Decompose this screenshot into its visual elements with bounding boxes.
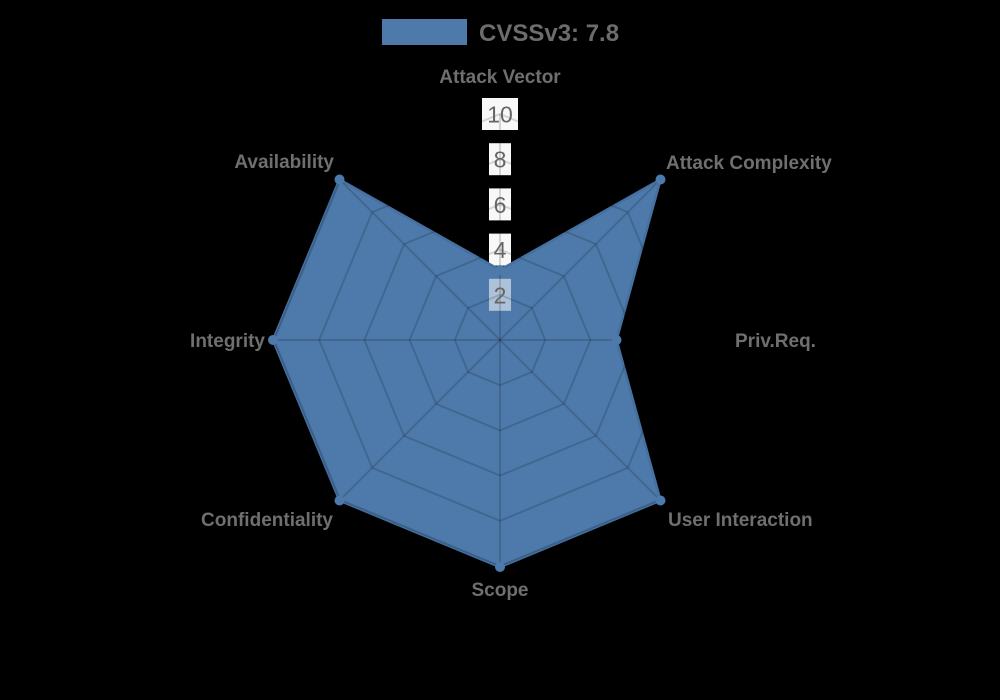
svg-text:Confidentiality: Confidentiality (201, 510, 333, 531)
svg-text:4: 4 (494, 237, 507, 263)
svg-text:Scope: Scope (471, 580, 528, 601)
svg-text:10: 10 (487, 102, 513, 128)
svg-text:8: 8 (494, 147, 507, 173)
svg-text:CVSSv3: 7.8: CVSSv3: 7.8 (479, 20, 619, 47)
svg-text:Attack Complexity: Attack Complexity (666, 153, 832, 174)
svg-text:2: 2 (494, 282, 507, 308)
svg-text:Attack Vector: Attack Vector (439, 67, 561, 88)
svg-text:User Interaction: User Interaction (668, 510, 813, 531)
svg-text:Integrity: Integrity (190, 331, 265, 352)
svg-text:Availability: Availability (234, 152, 334, 173)
svg-text:Priv.Req.: Priv.Req. (735, 331, 816, 352)
svg-text:6: 6 (494, 192, 507, 218)
